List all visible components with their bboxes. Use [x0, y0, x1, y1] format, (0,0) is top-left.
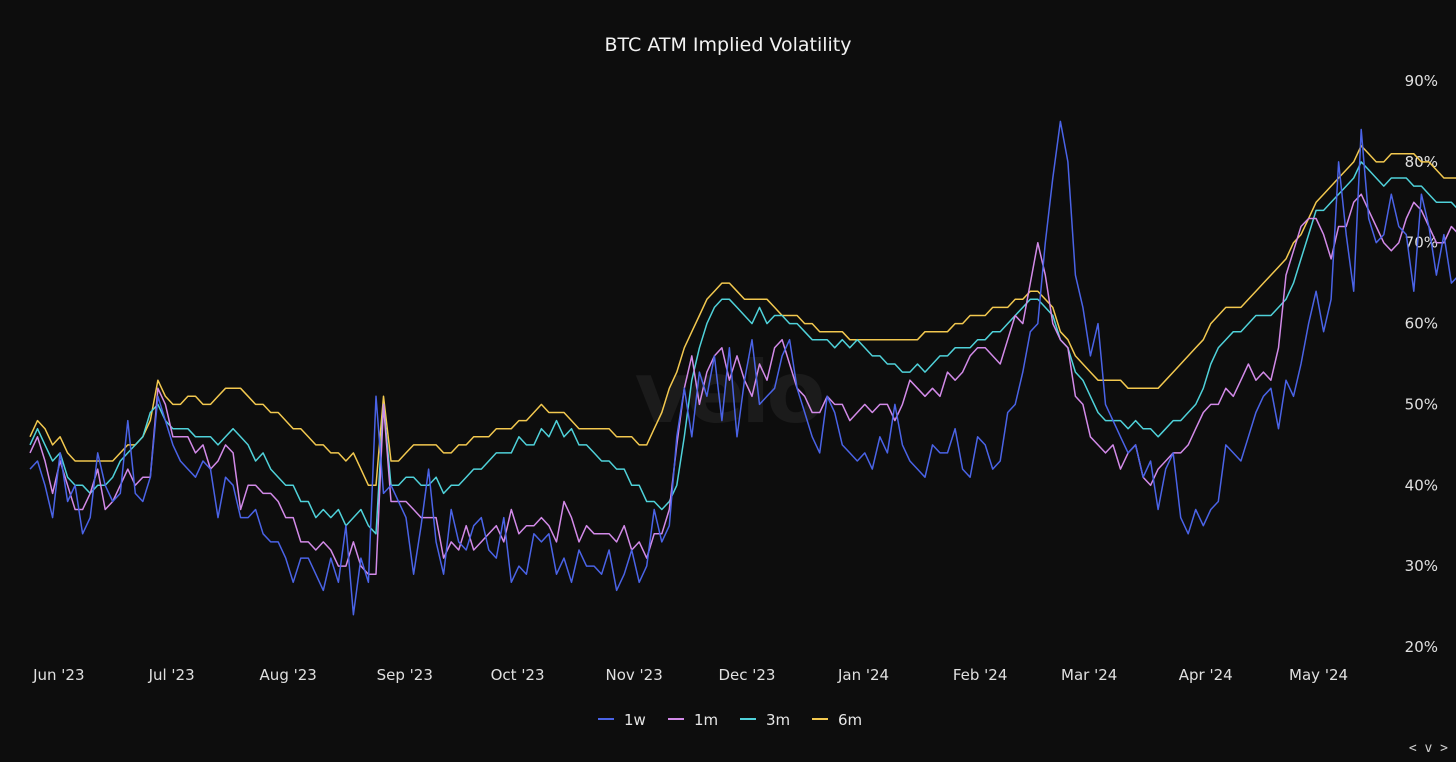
legend-item-1w[interactable]: 1w — [598, 711, 646, 729]
series-line-6m — [29, 144, 1456, 487]
y-tick-label: 20% — [1405, 638, 1438, 656]
y-tick-label: 70% — [1405, 234, 1438, 252]
legend-item-6m[interactable]: 6m — [812, 711, 862, 729]
series-line-1w — [29, 120, 1456, 616]
y-tick-label: 40% — [1405, 476, 1438, 494]
x-tick-label: Jun '23 — [32, 666, 84, 684]
x-tick-label: Sep '23 — [377, 666, 433, 684]
x-tick-label: Oct '23 — [491, 666, 545, 684]
x-tick-label: Feb '24 — [953, 666, 1008, 684]
legend-item-1m[interactable]: 1m — [668, 711, 718, 729]
x-tick-label: Jan '24 — [837, 666, 889, 684]
series-line-3m — [29, 161, 1456, 535]
y-tick-label: 90% — [1405, 72, 1438, 90]
x-tick-label: Mar '24 — [1061, 666, 1117, 684]
plot-area — [29, 120, 1456, 616]
x-tick-label: Dec '23 — [718, 666, 775, 684]
chart-title: BTC ATM Implied Volatility — [605, 34, 852, 56]
chart-nav-control[interactable]: < v > — [1408, 741, 1448, 756]
x-axis: Jun '23 Jul '23 Aug '23 Sep '23 Oct '23 Nov '… — [32, 666, 1348, 684]
x-tick-label: Aug '23 — [260, 666, 317, 684]
legend-label: 1m — [694, 711, 718, 729]
legend-label: 1w — [624, 711, 646, 729]
y-tick-label: 50% — [1405, 395, 1438, 413]
legend: 1w 1m 3m 6m — [598, 711, 862, 729]
legend-label: 3m — [766, 711, 790, 729]
x-tick-label: Jul '23 — [148, 666, 195, 684]
y-tick-label: 30% — [1405, 557, 1438, 575]
x-tick-label: May '24 — [1289, 666, 1348, 684]
legend-label: 6m — [838, 711, 862, 729]
y-tick-label: 60% — [1405, 315, 1438, 333]
x-tick-label: Apr '24 — [1179, 666, 1233, 684]
x-tick-label: Nov '23 — [606, 666, 663, 684]
y-axis: 20%30%40%50%60%70%80%90% — [1405, 72, 1438, 656]
legend-item-3m[interactable]: 3m — [740, 711, 790, 729]
